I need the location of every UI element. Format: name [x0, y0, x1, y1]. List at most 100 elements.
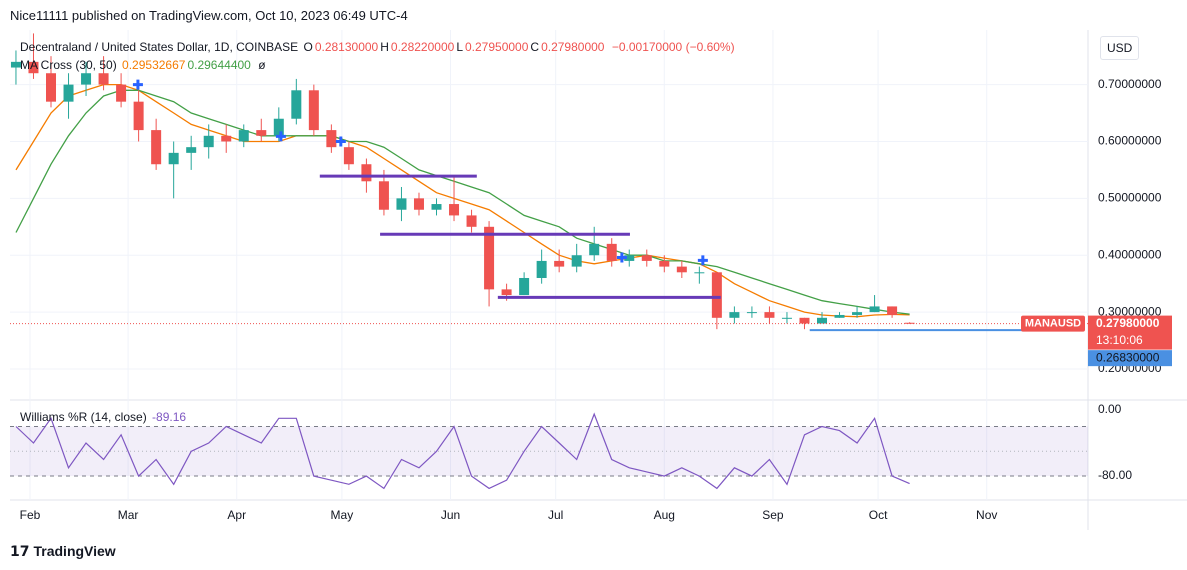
- candle-body: [554, 260, 565, 267]
- candle-body: [116, 84, 127, 102]
- y-tick-label: 0.70000000: [1098, 77, 1162, 91]
- ma-line: [15, 83, 910, 318]
- x-tick-label: Mar: [118, 508, 139, 522]
- candle-body: [536, 260, 547, 278]
- candle-body: [834, 314, 845, 318]
- cross-marker: [697, 255, 708, 266]
- candle-body: [413, 198, 424, 210]
- symbol-title: Decentraland / United States Dollar, 1D,…: [20, 40, 299, 54]
- candle-body: [694, 272, 705, 274]
- candle-body: [256, 130, 267, 136]
- ma-title: MA Cross (30, 50): [20, 58, 117, 72]
- ohlc-label: L: [456, 40, 463, 54]
- ma-line: [15, 89, 910, 315]
- candle-body: [589, 243, 600, 256]
- price-tag: [1088, 315, 1172, 350]
- y-tick-label: 0.30000000: [1098, 304, 1162, 318]
- ma-values: 0.29532667 0.29644400: [122, 58, 253, 72]
- brand-text: TradingView: [33, 543, 116, 559]
- candle-body: [343, 147, 354, 165]
- candle-body: [396, 198, 407, 210]
- candle-body: [449, 204, 460, 216]
- candle-body: [764, 312, 775, 318]
- ohlc-label: H: [380, 40, 389, 54]
- candle-body: [606, 243, 617, 261]
- candle-body: [852, 312, 863, 315]
- candle-body: [186, 147, 197, 153]
- cross-marker: [335, 136, 346, 147]
- ohlc-value: 0.28130000: [314, 40, 379, 54]
- ma-value: 0.29532667: [122, 58, 186, 72]
- support-tag: [1088, 350, 1172, 367]
- ohlc-value: 0.28220000: [390, 40, 455, 54]
- y-tick-label: 0.40000000: [1098, 247, 1162, 261]
- candle-body: [659, 260, 670, 267]
- x-tick-label: May: [331, 508, 354, 522]
- candle-body: [624, 255, 635, 261]
- ma-icon: ø: [258, 58, 266, 72]
- indicator-value: -89.16: [152, 410, 187, 424]
- ohlc: O 0.28130000 H 0.28220000 L 0.27950000 C 0.2798…: [303, 40, 606, 54]
- candle-body: [484, 226, 495, 290]
- x-tick-label: Sep: [762, 508, 784, 522]
- y-tick-label: 0.60000000: [1098, 134, 1162, 148]
- x-tick-label: Oct: [869, 508, 888, 522]
- x-tick-label: Apr: [227, 508, 246, 522]
- candle-body: [378, 181, 389, 210]
- candle-body: [729, 312, 740, 318]
- candle-body: [10, 61, 21, 68]
- candle-body: [711, 272, 722, 318]
- support-tag-label: 0.26830000: [1096, 350, 1160, 364]
- candle-body: [781, 317, 792, 319]
- candle-body: [151, 130, 162, 165]
- candle-body: [203, 135, 214, 148]
- ohlc-value: 0.27980000: [541, 40, 605, 54]
- ma-legend: MA Cross (30, 50) 0.29532667 0.29644400 ø: [20, 58, 268, 72]
- candle-body: [431, 204, 442, 210]
- countdown-label: 13:10:06: [1096, 333, 1143, 347]
- candle-body: [326, 130, 337, 148]
- candle-body: [291, 90, 302, 119]
- candle-body: [308, 90, 319, 131]
- x-tick-label: Nov: [976, 508, 997, 522]
- candle-body: [98, 73, 109, 85]
- candle-body: [501, 289, 512, 296]
- candle-body: [466, 215, 477, 227]
- indicator-title: Williams %R (14, close): [20, 410, 147, 424]
- change: −0.00170000 (−0.60%): [611, 40, 735, 54]
- indicator-legend: Williams %R (14, close) -89.16: [20, 410, 188, 424]
- brand: 𝟭𝟳 TradingView: [10, 543, 116, 559]
- header: Nice11111 published on TradingView.com, …: [10, 8, 408, 23]
- y-tick-label: 0.50000000: [1098, 191, 1162, 205]
- currency[interactable]: USD: [1100, 36, 1140, 60]
- candle-body: [361, 164, 372, 182]
- candle-body: [273, 118, 284, 136]
- ma-value: 0.29644400: [187, 58, 251, 72]
- candle-body: [817, 317, 828, 324]
- symbol-tag: [1021, 315, 1085, 332]
- indicator-tick-label: 0.00: [1098, 402, 1122, 416]
- x-tick-label: Feb: [20, 508, 41, 522]
- indicator-tick-label: -80.00: [1098, 468, 1132, 482]
- candle-body: [28, 61, 39, 74]
- candle-body: [133, 101, 144, 131]
- price-tag-label: 0.27980000: [1096, 316, 1160, 330]
- candle-body: [746, 312, 757, 314]
- candle-body: [63, 84, 74, 102]
- candle-body: [519, 277, 530, 296]
- legend: Decentraland / United States Dollar, 1D,…: [20, 40, 737, 54]
- candle-body: [869, 306, 880, 313]
- candle-body: [168, 152, 179, 165]
- candle-body: [904, 322, 915, 324]
- cross-marker: [132, 79, 143, 90]
- candle-body: [799, 317, 810, 324]
- candle-body: [238, 130, 249, 142]
- ohlc-label: C: [530, 40, 540, 54]
- symbol-tag-label: MANAUSD: [1025, 318, 1081, 330]
- x-tick-label: Jun: [441, 508, 460, 522]
- candle-body: [221, 135, 232, 142]
- candle-body: [81, 73, 92, 85]
- ohlc-value: 0.27950000: [465, 40, 529, 54]
- ohlc-label: O: [303, 40, 313, 54]
